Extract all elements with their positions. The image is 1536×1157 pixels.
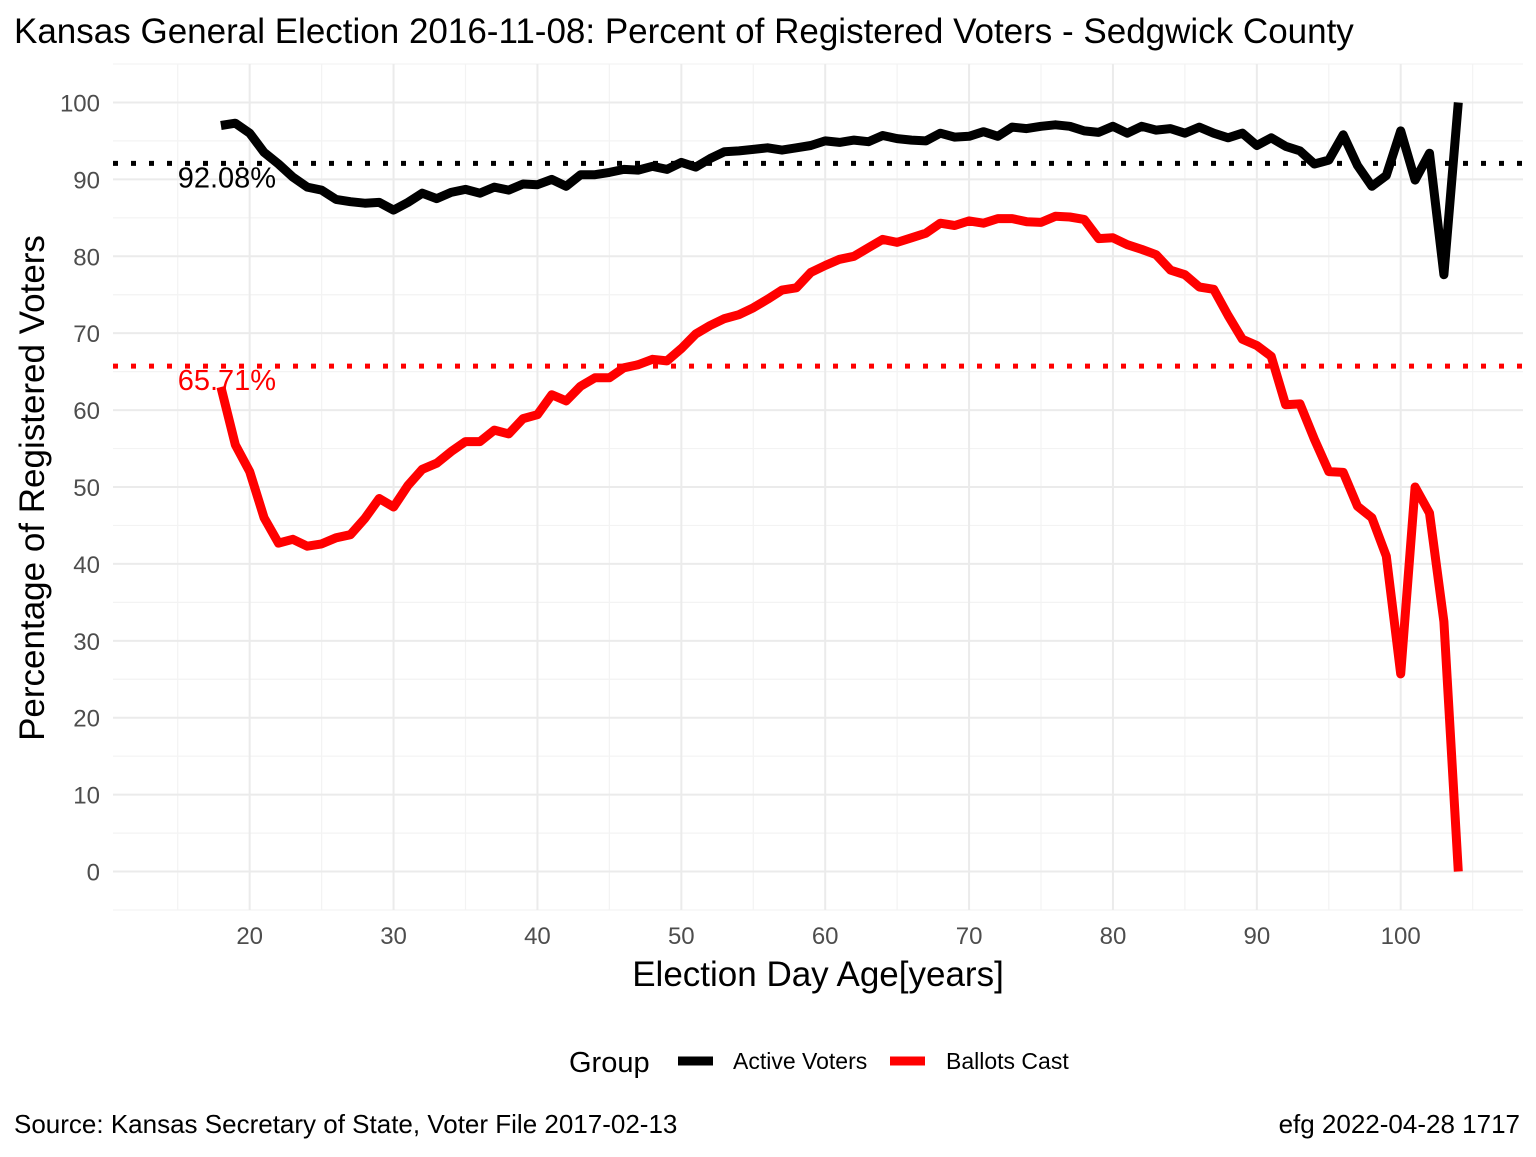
caption-source: Source: Kansas Secretary of State, Voter… (14, 1109, 677, 1139)
x-tick-label: 80 (1100, 923, 1127, 950)
y-tick-label: 60 (73, 398, 100, 425)
y-tick-label: 0 (87, 860, 100, 887)
series-line-active-voters (220, 102, 1463, 280)
x-tick-label: 60 (812, 923, 839, 950)
grid (113, 63, 1523, 911)
y-tick-label: 10 (73, 783, 100, 810)
x-tick-label: 50 (668, 923, 695, 950)
series-line-ballots-cast (216, 211, 1463, 872)
y-tick-label: 80 (73, 244, 100, 271)
x-tick-label: 20 (236, 923, 263, 950)
caption-credit: efg 2022-04-28 1717 (1279, 1109, 1520, 1139)
y-tick-labels: 0 10 20 30 40 50 60 70 80 90 100 (60, 90, 100, 886)
x-tick-labels: 20 30 40 50 60 70 80 90 100 (236, 923, 1420, 950)
legend: Group Active Voters Ballots Cast (569, 1047, 1069, 1079)
legend-label-ballots-cast: Ballots Cast (946, 1048, 1069, 1074)
chart-title: Kansas General Election 2016-11-08: Perc… (14, 12, 1354, 51)
reference-lines (113, 160, 1523, 369)
y-tick-label: 20 (73, 706, 100, 733)
y-tick-label: 40 (73, 552, 100, 579)
series-lines (216, 102, 1463, 872)
reference-label: 65.71% (178, 365, 276, 397)
y-tick-label: 100 (60, 90, 100, 117)
x-tick-label: 90 (1243, 923, 1270, 950)
reference-label: 92.08% (178, 162, 276, 194)
x-tick-label: 100 (1381, 923, 1421, 950)
reference-labels: 92.08% 65.71% (178, 162, 276, 397)
x-tick-label: 30 (380, 923, 407, 950)
x-axis-title: Election Day Age[years] (632, 955, 1004, 994)
legend-label-active-voters: Active Voters (733, 1048, 867, 1074)
y-tick-label: 50 (73, 475, 100, 502)
x-tick-label: 40 (524, 923, 551, 950)
y-tick-label: 30 (73, 629, 100, 656)
x-tick-label: 70 (956, 923, 983, 950)
y-axis-title: Percentage of Registered Voters (13, 235, 52, 741)
legend-title: Group (569, 1047, 650, 1079)
y-tick-label: 70 (73, 321, 100, 348)
y-tick-label: 90 (73, 167, 100, 194)
